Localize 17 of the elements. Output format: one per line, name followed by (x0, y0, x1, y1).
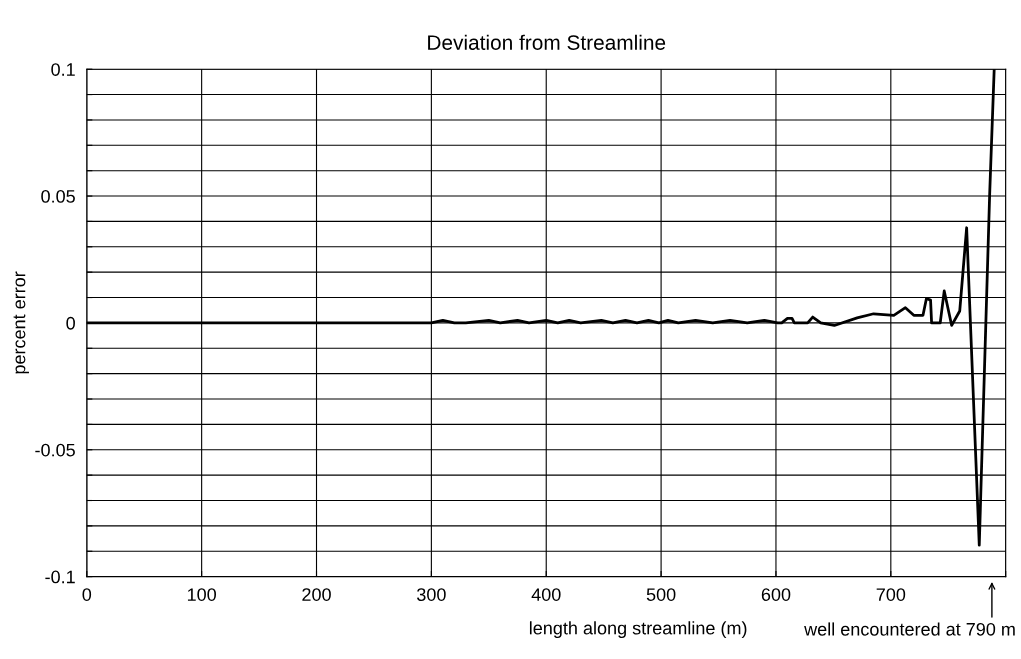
y-tick-label: 0.05 (41, 189, 75, 203)
x-tick-label: 600 (761, 588, 791, 601)
x-tick-label: 300 (417, 588, 446, 601)
x-tick-label: 500 (646, 588, 676, 601)
y-tick-label: -0.05 (35, 443, 75, 457)
x-tick-label: 0 (82, 588, 92, 601)
x-tick-label: 200 (302, 588, 331, 601)
x-tick-label: 400 (531, 588, 561, 601)
text: well encountered at 790 m (804, 622, 1015, 636)
y-tick-label: 0.1 (51, 63, 75, 76)
y-tick-label: 0 (66, 316, 75, 330)
x-tick-label: 700 (876, 588, 906, 601)
y-axis-title: percent error (13, 271, 29, 374)
x-tick-label: 100 (187, 588, 217, 601)
x-axis-title: length along streamline (m) (529, 621, 747, 639)
chart-title: Deviation from Streamline (428, 34, 666, 50)
y-tick-label: -0.1 (45, 570, 75, 584)
